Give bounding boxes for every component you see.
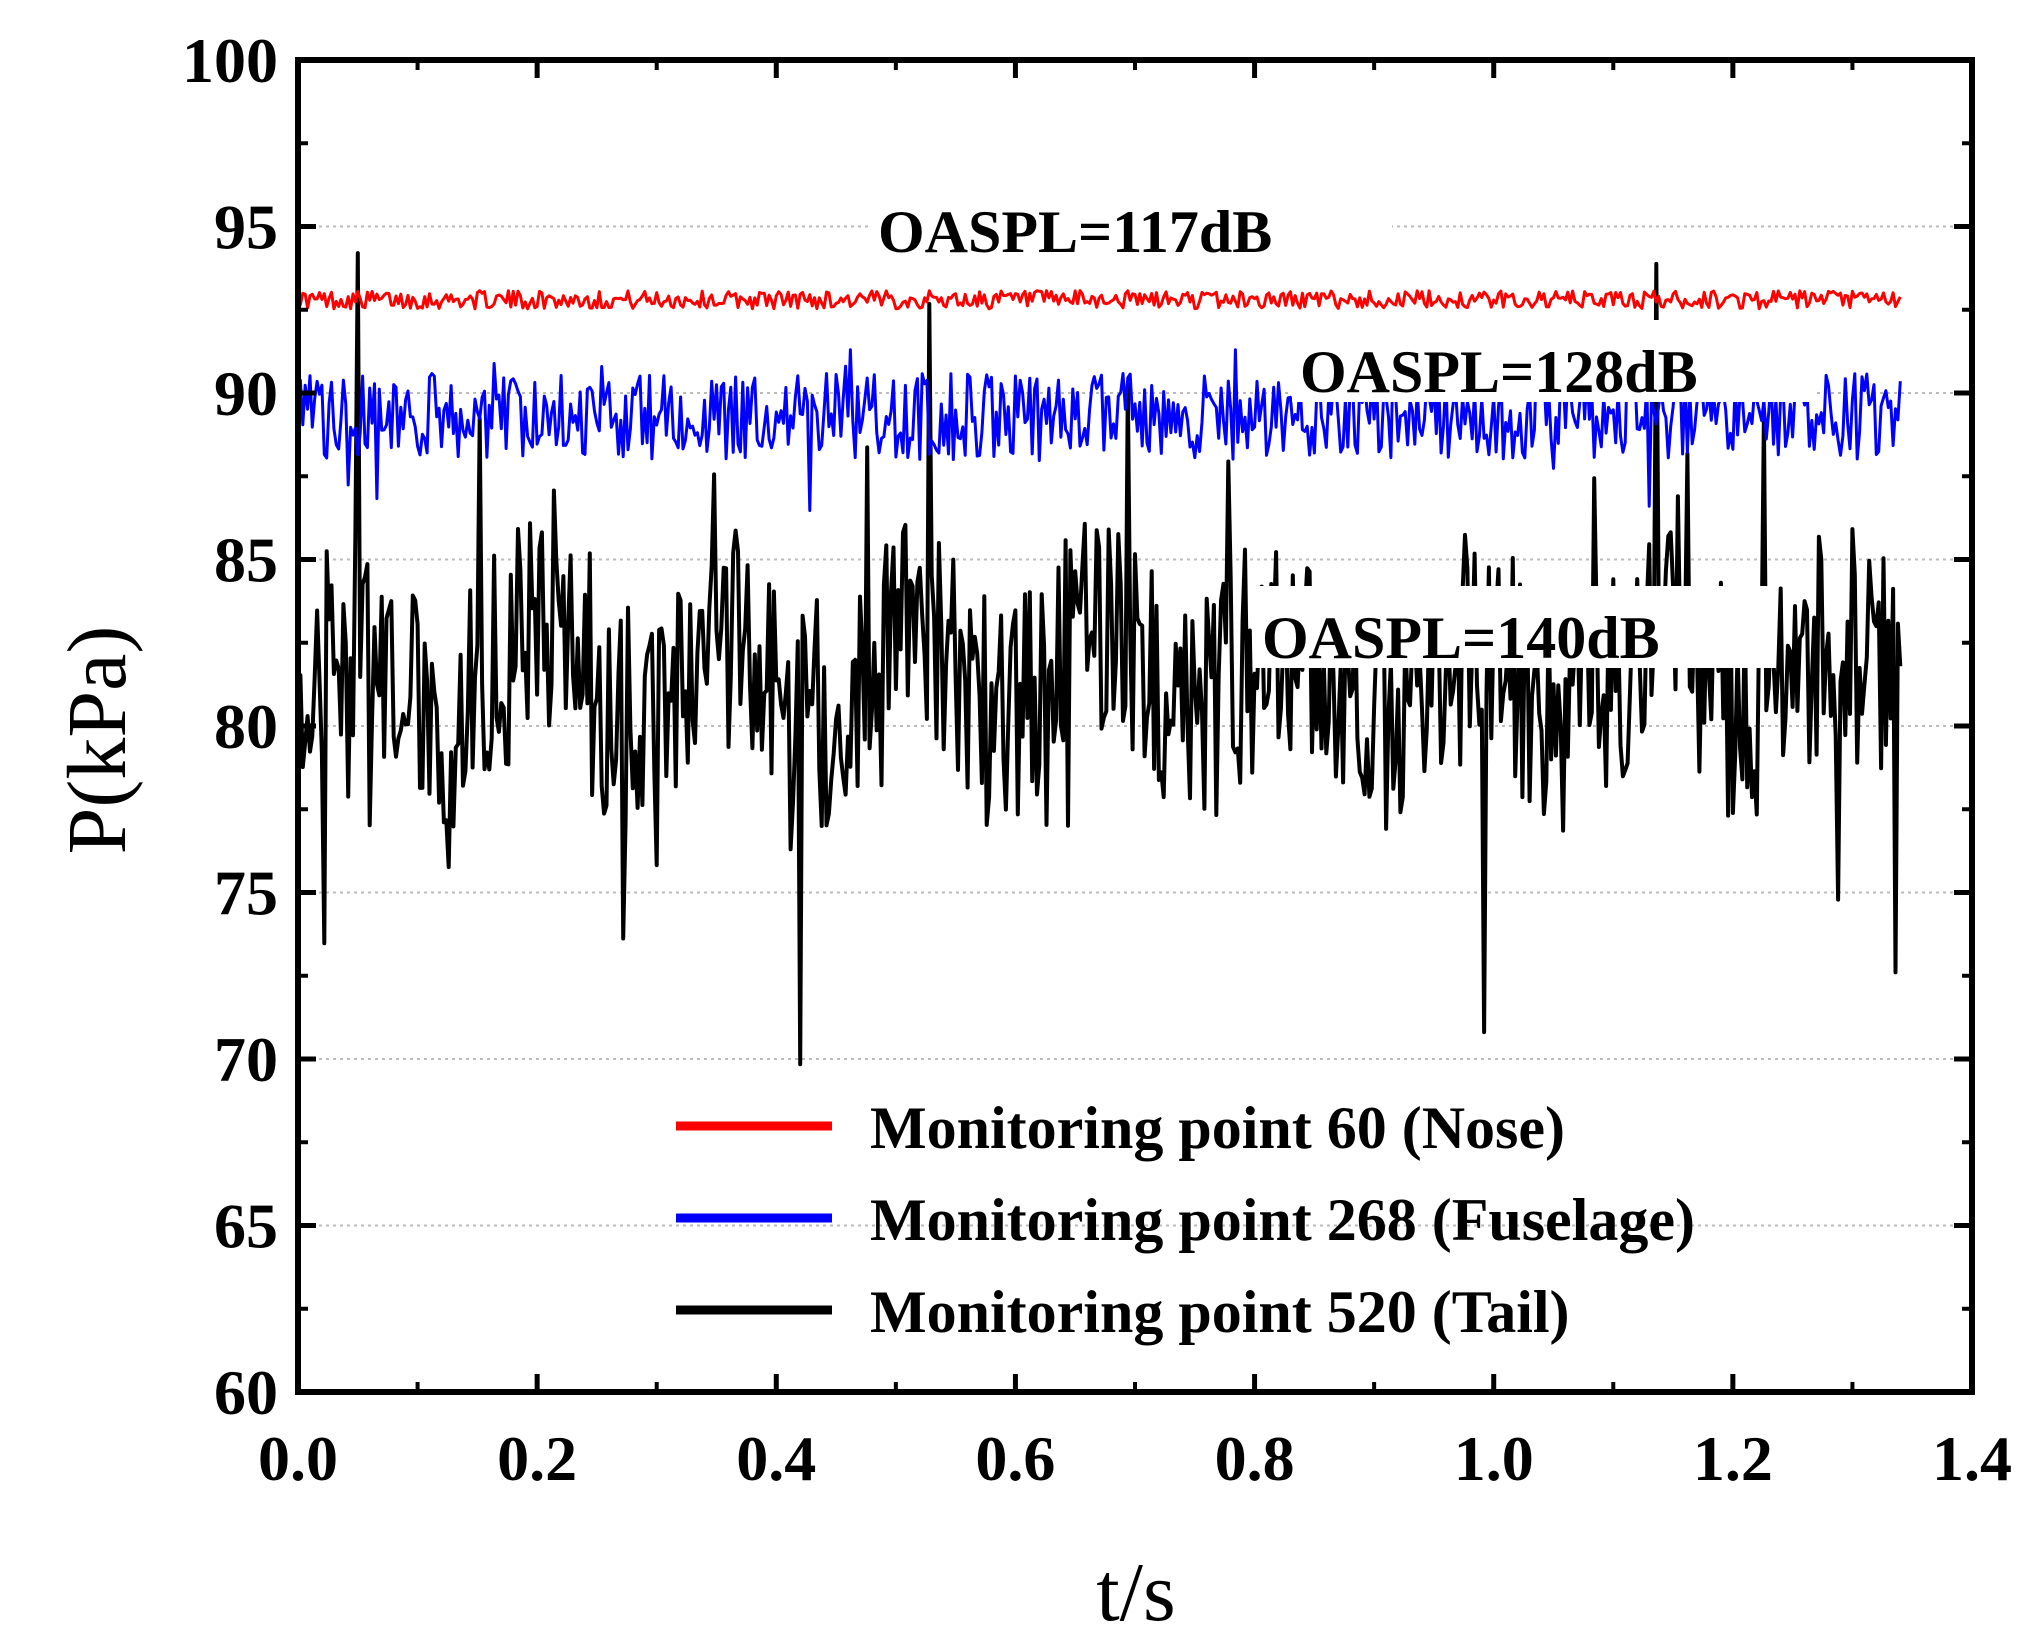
x-tick-label: 1.4 xyxy=(1932,1423,2012,1494)
annotation-box-1 xyxy=(870,180,1392,262)
legend: Monitoring point 60 (Nose) Monitoring poi… xyxy=(676,1095,1695,1345)
y-tick-label: 60 xyxy=(214,1357,278,1428)
y-tick-label: 85 xyxy=(214,525,278,596)
legend-label-3: Monitoring point 520 (Tail) xyxy=(870,1279,1570,1345)
oaspl-annotation-3: OASPL=140dB xyxy=(1262,605,1660,671)
annotation-box-3 xyxy=(1254,586,1776,668)
y-tick-label: 75 xyxy=(214,858,278,929)
y-tick-label: 95 xyxy=(214,192,278,263)
legend-label-1: Monitoring point 60 (Nose) xyxy=(870,1095,1565,1161)
x-tick-label: 1.2 xyxy=(1693,1423,1773,1494)
y-tick-label: 65 xyxy=(214,1191,278,1262)
x-tick-label: 0.0 xyxy=(258,1423,338,1494)
y-tick-label: 70 xyxy=(214,1024,278,1095)
annotations: OASPL=117dB OASPL=128dB OASPL=140dB xyxy=(870,180,1814,671)
oaspl-annotation-2: OASPL=128dB xyxy=(1300,339,1698,405)
y-tick-label: 100 xyxy=(182,25,278,96)
annotation-box-2 xyxy=(1292,320,1814,402)
oaspl-annotation-1: OASPL=117dB xyxy=(878,199,1272,265)
x-axis-label: t/s xyxy=(1096,1546,1175,1639)
y-tick-label: 90 xyxy=(214,358,278,429)
legend-label-2: Monitoring point 268 (Fuselage) xyxy=(870,1187,1695,1253)
axes xyxy=(295,57,1975,1395)
x-tick-label: 0.8 xyxy=(1215,1423,1295,1494)
x-tick-label: 0.6 xyxy=(975,1423,1055,1494)
series-line-1 xyxy=(296,289,1902,311)
y-tick-label: 80 xyxy=(214,691,278,762)
x-tick-label: 0.4 xyxy=(736,1423,816,1494)
x-tick-label: 0.2 xyxy=(497,1423,577,1494)
x-tick-label: 1.0 xyxy=(1454,1423,1534,1494)
tick-labels: 60 65 70 75 80 85 90 95 100 0.0 0.2 0.4 0.6 0.8 1.0 1.2… xyxy=(182,25,2012,1494)
y-axis-label: P(kPa) xyxy=(51,626,144,855)
